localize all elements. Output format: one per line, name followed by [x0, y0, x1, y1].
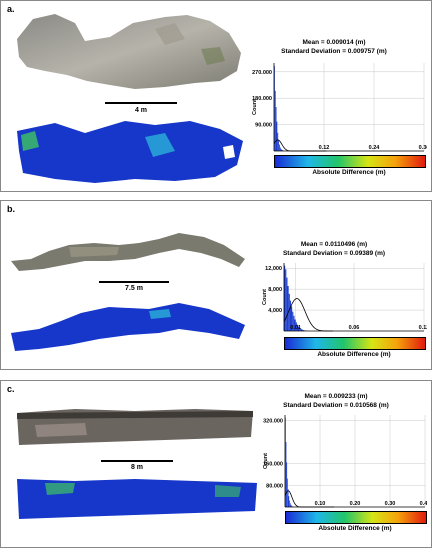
histogram-bar: [287, 489, 289, 507]
histogram-bar: [284, 265, 286, 331]
scale-label: 4 m: [134, 107, 148, 114]
mean-text: Mean = 0.0110496 (m): [300, 241, 368, 248]
panel-c: c. 8 m Mean = 0.009233 (m) Standard Devi…: [0, 380, 432, 548]
y-tick-label: 160.000: [263, 462, 283, 468]
histogram-bar: [289, 300, 291, 331]
colorbar-title: Absolute Difference (m): [318, 525, 392, 532]
scale-bar: [105, 102, 177, 104]
x-tick-label: 0.06: [349, 325, 360, 331]
histogram-bar: [293, 315, 295, 331]
y-tick-label: 80.000: [266, 483, 283, 489]
x-tick-label: 0.40: [420, 501, 427, 507]
x-tick-label: 0.36: [419, 145, 427, 151]
histogram-bar: [277, 132, 279, 151]
panel-label: c.: [7, 384, 15, 394]
colorbar: [285, 511, 427, 524]
fit-curve: [284, 490, 334, 508]
histogram-bar: [302, 330, 304, 331]
histogram-bar: [291, 505, 292, 507]
y-tick-label: 320.000: [263, 418, 283, 424]
histogram-bar: [290, 504, 292, 507]
y-tick-label: 270.000: [252, 70, 272, 76]
histogram-bar: [296, 324, 298, 331]
sd-text: Standard Deviation = 0.09389 (m): [282, 250, 386, 257]
histogram-bar: [278, 139, 279, 151]
histogram-bar: [292, 311, 294, 331]
scale-label: 7.5 m: [125, 285, 143, 292]
histogram-bar: [288, 293, 290, 331]
photo-mosaic: [17, 14, 241, 89]
histogram-bar: [285, 269, 287, 331]
x-tick-label: 0.01: [290, 325, 301, 331]
difference-map: [17, 479, 257, 519]
difference-map: [11, 303, 245, 351]
histogram-bar: [281, 149, 283, 151]
histogram-bar: [299, 327, 301, 331]
scale-bar: [99, 281, 169, 283]
x-tick-label: 0.24: [369, 145, 381, 151]
histogram-bar: [287, 478, 288, 507]
histogram-bar: [289, 500, 290, 507]
histogram-bar: [294, 319, 296, 331]
histogram-bar: [274, 65, 275, 151]
histogram-c: 320.000 160.000 80.000 0.10 0.20 0.30 0.40 Coun…: [263, 415, 427, 508]
y-axis-label: Count: [252, 99, 258, 115]
y-axis-label: Count: [263, 453, 269, 469]
histogram-bar: [285, 442, 287, 507]
colorbar-title: Absolute Difference (m): [317, 351, 391, 358]
histogram-bar: [279, 147, 281, 151]
histogram-bar: [286, 277, 288, 331]
scale-bar: [101, 460, 173, 462]
colorbar-title: Absolute Difference (m): [312, 169, 386, 176]
histogram-b: 12,000 8,000 4,000 0.01 0.06 0.12 Count: [262, 263, 427, 332]
x-tick-label: 0.10: [315, 501, 326, 507]
histogram-bar: [275, 107, 277, 151]
difference-map: [17, 121, 243, 183]
histogram-bar: [279, 144, 280, 151]
y-tick-label: 90.000: [255, 123, 272, 129]
scale-label: 8 m: [130, 464, 144, 471]
histogram-bar: [288, 496, 290, 507]
histogram-bar: [295, 322, 297, 331]
sd-text: Standard Deviation = 0.009757 (m): [281, 48, 387, 55]
y-tick-label: 8,000: [268, 287, 282, 293]
histogram-bar: [291, 306, 293, 331]
colorbar: [284, 337, 426, 350]
x-tick-label: 0.20: [350, 501, 361, 507]
photo-mosaic: [11, 233, 245, 271]
x-tick-label: 0.12: [419, 325, 427, 331]
panel-a: a. 4 m Mean = 0.009014 (m) Standard Devi…: [0, 0, 432, 192]
panel-label: a.: [7, 4, 15, 14]
x-tick-label: 0.12: [319, 145, 330, 151]
mean-text: Mean = 0.009014 (m): [302, 39, 366, 46]
panel-b: b. 7.5 m Mean = 0.0110496 (m) Standard D…: [0, 200, 432, 370]
panel-label: b.: [7, 204, 15, 214]
colorbar: [274, 155, 426, 168]
y-tick-label: 180.000: [252, 96, 272, 102]
histogram-bar: [300, 328, 302, 331]
histogram-bar: [287, 286, 289, 331]
histogram-bar: [289, 503, 291, 507]
histogram-a: 270.000 180.000 90.000 0.12 0.24 0.36 Count: [252, 63, 427, 152]
photo-mosaic: [17, 409, 253, 445]
histogram-bar: [298, 326, 300, 331]
x-tick-label: 0.30: [385, 501, 396, 507]
histogram-bar: [286, 462, 288, 507]
histogram-bar: [301, 329, 303, 331]
histogram-bar: [274, 90, 276, 151]
histogram-bar: [280, 148, 282, 151]
y-tick-label: 4,000: [268, 308, 282, 314]
mean-text: Mean = 0.009233 (m): [304, 393, 368, 400]
y-tick-label: 12,000: [265, 266, 282, 272]
y-axis-label: Count: [262, 289, 268, 305]
histogram-bar: [276, 121, 278, 151]
sd-text: Standard Deviation = 0.010568 (m): [283, 402, 389, 409]
